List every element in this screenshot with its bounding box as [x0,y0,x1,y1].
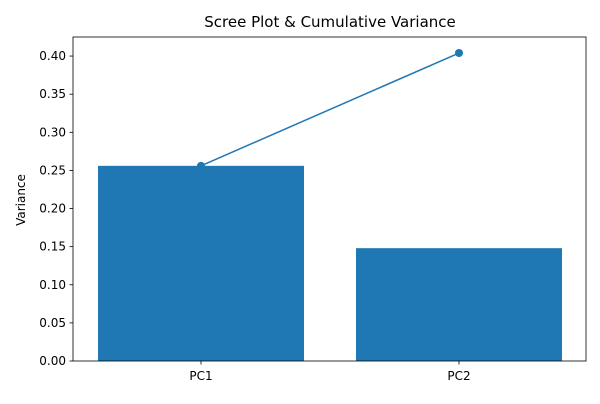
y-axis-label: Variance [14,174,28,226]
x-tick-label-pc2: PC2 [447,369,470,383]
cumulative-point-pc1 [197,161,205,170]
y-tick-label: 0.25 [39,163,66,177]
y-tick-label: 0.30 [39,125,66,139]
y-tick-label: 0.05 [39,316,66,330]
y-tick-label: 0.15 [39,240,66,254]
bars-layer [98,165,562,361]
y-tick-label: 0.10 [39,278,66,292]
chart-title: Scree Plot & Cumulative Variance [204,13,456,31]
cumulative-variance-line [200,52,460,167]
axes-layer [72,36,587,362]
cumulative-point-pc2 [455,49,463,58]
y-tick-label: 0.00 [39,354,66,368]
x-tick-label-pc1: PC1 [189,369,212,383]
plot-frame [72,36,587,362]
y-tick-label: 0.40 [39,49,66,63]
y-tick-label: 0.20 [39,202,66,216]
y-tick-label: 0.35 [39,87,66,101]
bar-pc2 [356,248,562,361]
cumulative-line-layer [197,49,463,170]
y-ticks-layer: 0.00 0.05 0.10 0.15 0.20 0.25 0.30 0.35 0.40 [39,49,73,368]
bar-pc1 [98,165,304,361]
x-ticks-layer: PC1 PC2 [189,361,471,383]
